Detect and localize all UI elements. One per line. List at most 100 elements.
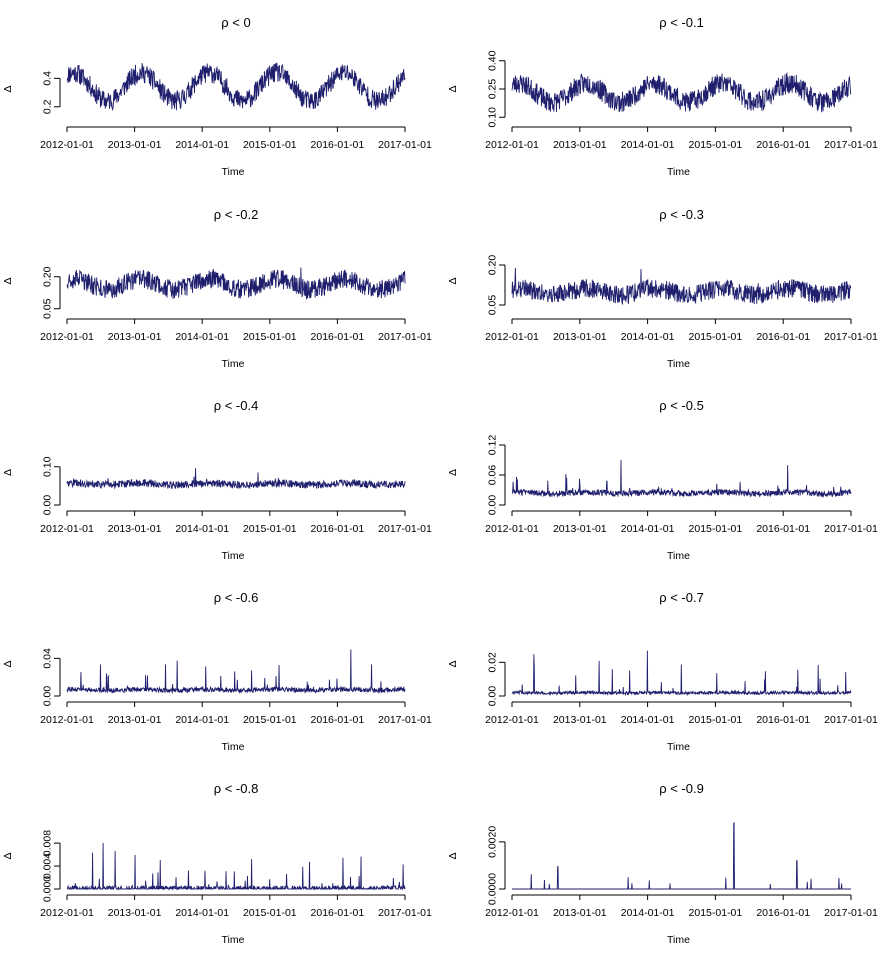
x-tick-label: 2014-01-01 <box>621 331 675 343</box>
y-tick-label: 0.20 <box>42 266 54 287</box>
panel-10: ρ < -0.9 0.0000 0.0020 Δ 2012-01-01 2013-01-0… <box>447 781 878 946</box>
y-tick-label: 0.12 <box>487 435 499 456</box>
x-tick-label: 2013-01-01 <box>553 331 607 343</box>
panel-3: ρ < -0.2 0.05 0.20 Δ 2012-01-01 2013-01-01 201… <box>2 207 432 370</box>
y-tick-label: 0.05 <box>487 295 499 316</box>
y-axis-label: Δ <box>447 852 459 859</box>
x-axis-label: Time <box>222 358 245 370</box>
y-tick-label: 0.008 <box>42 830 54 856</box>
panel-title: ρ < -0.2 <box>214 207 259 222</box>
panel-title: ρ < -0.5 <box>659 398 704 413</box>
panel-8: ρ < -0.7 0.00 0.02 Δ 2012-01-01 2013-01-01 201… <box>447 590 878 753</box>
series-line <box>66 649 406 695</box>
y-axis-label: Δ <box>2 469 14 476</box>
panel-title: ρ < 0 <box>221 15 250 30</box>
panel-2: ρ < -0.1 0.10 0.25 0.40 Δ 2012-01-01 2013-01-0… <box>447 15 878 178</box>
x-tick-label: 2014-01-01 <box>621 139 675 151</box>
x-tick-label: 2012-01-01 <box>40 139 94 151</box>
x-tick-label: 2013-01-01 <box>108 714 162 726</box>
y-tick-label: 0.20 <box>487 255 499 276</box>
x-tick-label: 2017-01-01 <box>378 907 432 919</box>
x-tick-label: 2012-01-01 <box>485 523 539 535</box>
x-tick-label: 2015-01-01 <box>243 523 297 535</box>
panel-title: ρ < -0.6 <box>214 590 259 605</box>
x-tick-label: 2012-01-01 <box>40 331 94 343</box>
series-line <box>511 460 852 499</box>
panel-7: ρ < -0.6 0.00 0.04 Δ 2012-01-01 2013-01-01 201… <box>2 590 432 753</box>
x-tick-label: 2013-01-01 <box>108 139 162 151</box>
x-tick-label: 2017-01-01 <box>824 907 878 919</box>
x-tick-label: 2014-01-01 <box>175 139 229 151</box>
y-tick-label: 0.00 <box>42 686 54 707</box>
y-tick-label: 0.10 <box>42 456 54 477</box>
panel-title: ρ < -0.9 <box>659 781 704 796</box>
x-axis-label: Time <box>222 934 245 946</box>
series-line <box>512 822 851 890</box>
x-tick-label: 2015-01-01 <box>243 139 297 151</box>
series-line <box>66 468 406 490</box>
series-line <box>511 267 852 306</box>
panel-4: ρ < -0.3 0.05 0.20 Δ 2012-01-01 2013-01-01 201… <box>447 207 878 370</box>
x-tick-label: 2015-01-01 <box>689 523 743 535</box>
x-tick-label: 2017-01-01 <box>824 523 878 535</box>
y-tick-label: 0.0020 <box>487 826 499 858</box>
x-tick-label: 2014-01-01 <box>621 907 675 919</box>
y-tick-label: 0.25 <box>487 79 499 100</box>
y-tick-label: 0.05 <box>42 298 54 319</box>
x-tick-label: 2015-01-01 <box>689 331 743 343</box>
x-tick-label: 2014-01-01 <box>621 523 675 535</box>
x-tick-label: 2016-01-01 <box>756 331 810 343</box>
y-axis-label: Δ <box>447 277 459 284</box>
x-tick-label: 2013-01-01 <box>553 139 607 151</box>
y-axis-label: Δ <box>2 277 14 284</box>
x-tick-label: 2013-01-01 <box>553 907 607 919</box>
x-tick-label: 2017-01-01 <box>378 139 432 151</box>
x-tick-label: 2016-01-01 <box>311 139 365 151</box>
y-tick-label: 0.000 <box>42 876 54 902</box>
x-tick-label: 2014-01-01 <box>175 523 229 535</box>
x-tick-label: 2014-01-01 <box>175 714 229 726</box>
x-tick-label: 2017-01-01 <box>378 331 432 343</box>
panel-title: ρ < -0.4 <box>214 398 259 413</box>
panel-title: ρ < -0.8 <box>214 781 259 796</box>
panel-1: ρ < 0 0.2 0.4 Δ 2012-01-01 2013-01-01 2014-01-… <box>2 15 432 178</box>
x-tick-label: 2017-01-01 <box>378 523 432 535</box>
x-tick-label: 2017-01-01 <box>824 714 878 726</box>
y-axis-label: Δ <box>2 660 14 667</box>
panel-title: ρ < -0.7 <box>659 590 704 605</box>
series-line <box>66 842 406 891</box>
x-tick-label: 2016-01-01 <box>311 331 365 343</box>
y-axis-label: Δ <box>447 469 459 476</box>
x-tick-label: 2012-01-01 <box>485 331 539 343</box>
y-tick-label: 0.02 <box>487 652 499 673</box>
y-axis-label: Δ <box>2 85 14 92</box>
x-tick-label: 2017-01-01 <box>824 139 878 151</box>
x-tick-label: 2012-01-01 <box>40 714 94 726</box>
x-axis-label: Time <box>667 934 690 946</box>
x-tick-label: 2016-01-01 <box>756 714 810 726</box>
x-axis-label: Time <box>667 166 690 178</box>
x-axis-label: Time <box>667 741 690 753</box>
y-tick-label: 0.04 <box>42 648 54 669</box>
y-tick-label: 0.00 <box>42 495 54 516</box>
panel-title: ρ < -0.3 <box>659 207 704 222</box>
panel-6: ρ < -0.5 0.00 0.06 0.12 Δ 2012-01-01 2013-01-0… <box>447 398 878 562</box>
y-tick-label: 0.00 <box>487 686 499 707</box>
x-axis-label: Time <box>222 166 245 178</box>
x-tick-label: 2015-01-01 <box>689 139 743 151</box>
series-line <box>511 650 852 697</box>
x-tick-label: 2015-01-01 <box>689 907 743 919</box>
x-tick-label: 2015-01-01 <box>243 331 297 343</box>
x-tick-label: 2016-01-01 <box>756 139 810 151</box>
y-axis-label: Δ <box>2 852 14 859</box>
y-tick-label: 0.4 <box>42 71 54 86</box>
y-tick-label: 0.40 <box>487 50 499 71</box>
x-tick-label: 2013-01-01 <box>553 714 607 726</box>
x-tick-label: 2012-01-01 <box>485 139 539 151</box>
series-line <box>66 62 406 112</box>
x-tick-label: 2016-01-01 <box>311 523 365 535</box>
x-tick-label: 2015-01-01 <box>243 907 297 919</box>
y-tick-label: 0.004 <box>42 853 54 879</box>
